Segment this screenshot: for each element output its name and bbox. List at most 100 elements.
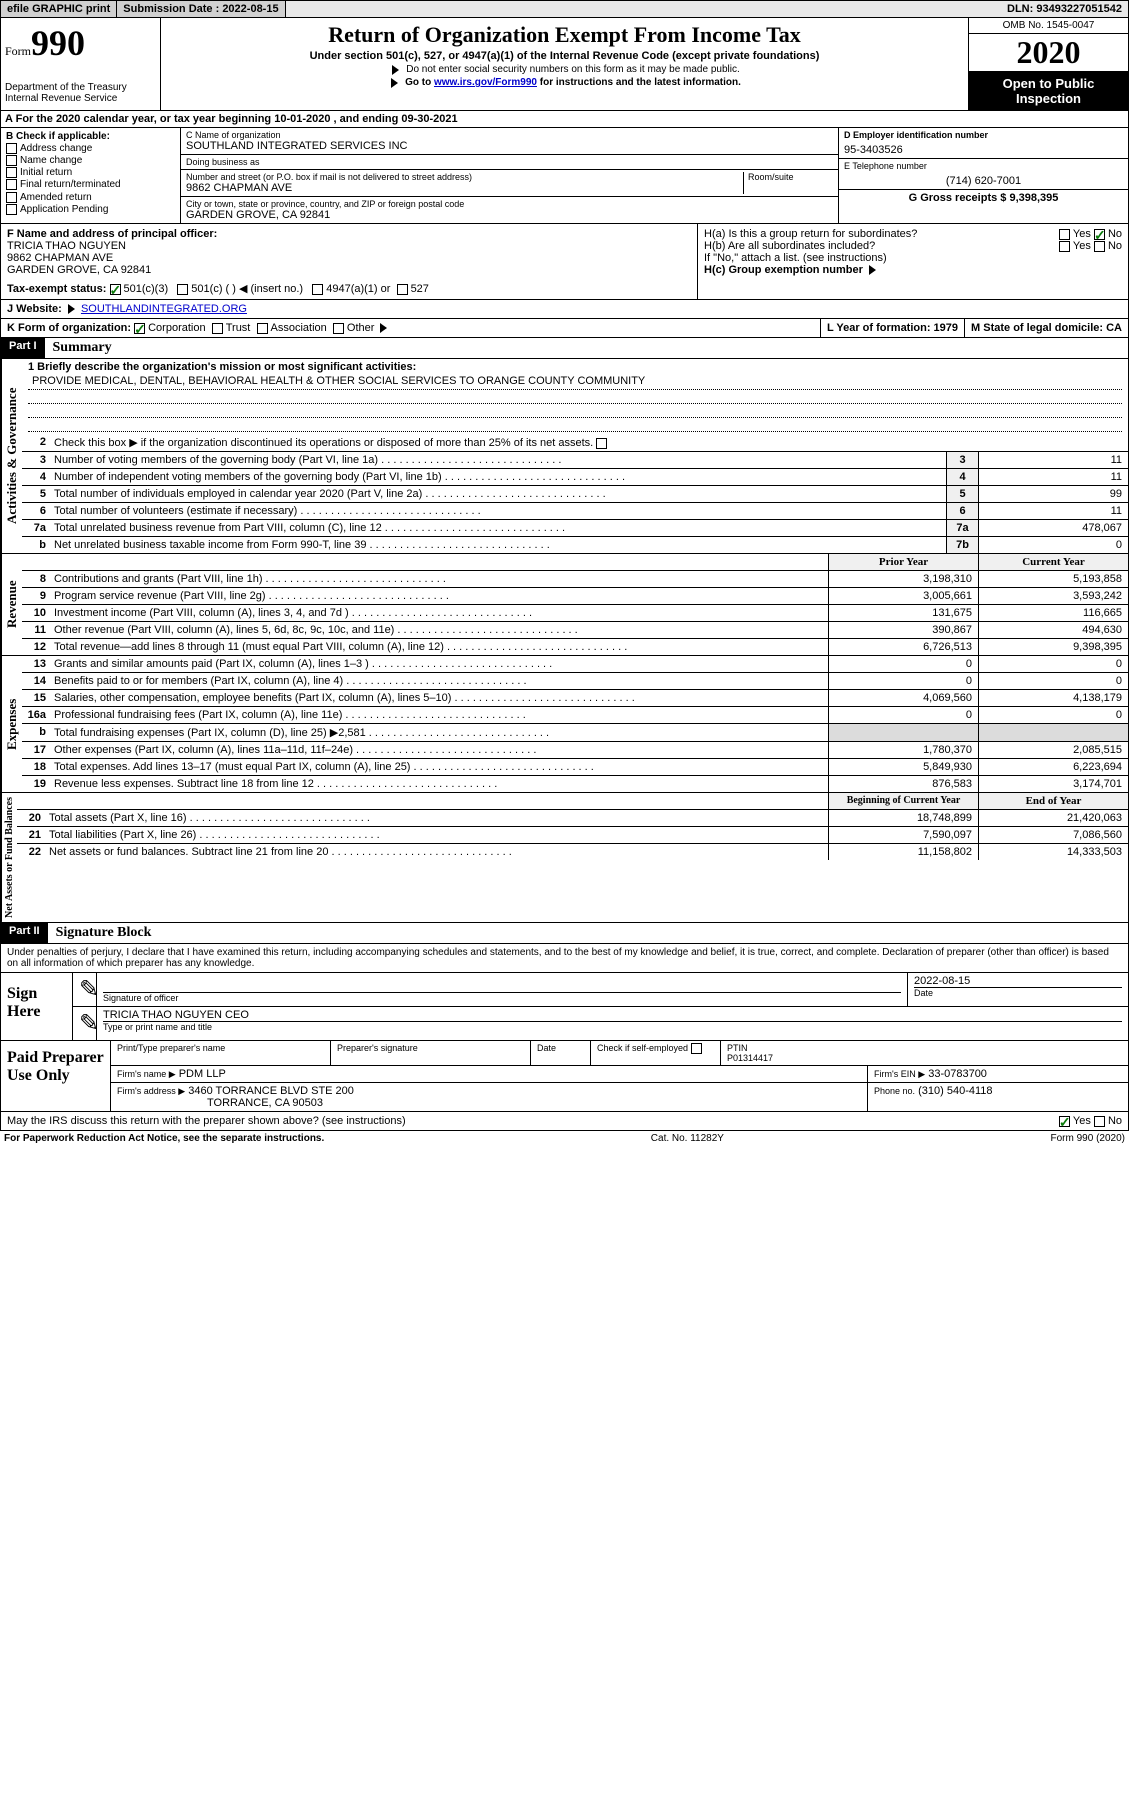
prior-value: 131,675 [828,605,978,621]
hb-yes-checkbox[interactable] [1059,241,1070,252]
line-desc: Benefits paid to or for members (Part IX… [50,673,828,689]
preparer-name-header: Print/Type preparer's name [111,1041,331,1065]
city-label: City or town, state or province, country… [186,199,464,209]
paid-preparer-block: Paid Preparer Use Only Print/Type prepar… [0,1041,1129,1112]
current-value: 4,138,179 [978,690,1128,706]
initial-return-checkbox[interactable] [6,167,17,178]
submission-date-label: Submission Date : 2022-08-15 [117,1,285,17]
firm-phone: (310) 540-4118 [918,1085,992,1097]
date-label: Date [914,987,1122,998]
prior-value [828,724,978,741]
dept-treasury: Department of the Treasury [5,82,156,93]
current-value: 9,398,395 [978,639,1128,655]
vlabel-activities: Activities & Governance [1,359,22,553]
prior-value: 3,005,661 [828,588,978,604]
self-employed-checkbox[interactable] [691,1043,702,1054]
form-version: Form 990 (2020) [1051,1133,1125,1144]
page-footer: For Paperwork Reduction Act Notice, see … [0,1131,1129,1146]
firm-ein: 33-0783700 [928,1068,987,1080]
line-desc: Other expenses (Part IX, column (A), lin… [50,742,828,758]
arrow-icon [869,265,876,275]
k-l-m-row: K Form of organization: Corporation Trus… [0,319,1129,338]
line-desc: Revenue less expenses. Subtract line 18 … [50,776,828,792]
cat-no: Cat. No. 11282Y [651,1133,724,1144]
hb-no-checkbox[interactable] [1094,241,1105,252]
efile-print-button[interactable]: efile GRAPHIC print [1,1,117,17]
current-value: 0 [978,673,1128,689]
current-value [978,724,1128,741]
prior-value: 0 [828,656,978,672]
self-employed-label: Check if self-employed [591,1041,721,1065]
line-desc: Net unrelated business taxable income fr… [50,537,946,553]
501c-checkbox[interactable] [177,284,188,295]
form-title: Return of Organization Exempt From Incom… [169,22,960,48]
4947-checkbox[interactable] [312,284,323,295]
current-value: 0 [978,707,1128,723]
other-checkbox[interactable] [333,323,344,334]
website-link[interactable]: SOUTHLANDINTEGRATED.ORG [81,303,247,315]
line-desc: Net assets or fund balances. Subtract li… [45,844,828,860]
arrow-icon [380,323,387,333]
prior-value: 7,590,097 [828,827,978,843]
line-desc: Total assets (Part X, line 16) [45,810,828,826]
527-checkbox[interactable] [397,284,408,295]
mission-text: PROVIDE MEDICAL, DENTAL, BEHAVIORAL HEAL… [28,373,1122,390]
street-label: Number and street (or P.O. box if mail i… [186,172,743,182]
corp-checkbox[interactable] [134,323,145,334]
org-name-label: C Name of organization [186,130,833,140]
hc-label: H(c) Group exemption number [704,264,863,276]
assoc-checkbox[interactable] [257,323,268,334]
discontinued-checkbox[interactable] [596,438,607,449]
firm-address1: 3460 TORRANCE BLVD STE 200 [188,1085,354,1097]
sign-here-label: Sign Here [1,973,73,1040]
part1-netassets: Net Assets or Fund Balances Beginning of… [0,793,1129,923]
state-domicile: M State of legal domicile: CA [965,319,1128,337]
current-value: 21,420,063 [978,810,1128,826]
section-f-h: F Name and address of principal officer:… [0,224,1129,300]
firm-address2: TORRANCE, CA 90503 [207,1097,861,1109]
preparer-date-header: Date [531,1041,591,1065]
current-value: 3,593,242 [978,588,1128,604]
discuss-yes-checkbox[interactable] [1059,1116,1070,1127]
street-address: 9862 CHAPMAN AVE [186,182,743,194]
501c3-checkbox[interactable] [110,284,121,295]
application-pending-checkbox[interactable] [6,204,17,215]
line-box: 6 [946,503,978,519]
ha-yes-checkbox[interactable] [1059,229,1070,240]
line-a: A For the 2020 calendar year, or tax yea… [1,111,462,127]
discuss-no-checkbox[interactable] [1094,1116,1105,1127]
prior-value: 1,780,370 [828,742,978,758]
hb-note: If "No," attach a list. (see instruction… [704,252,1122,264]
room-label: Room/suite [743,172,833,194]
end-year-header: End of Year [978,793,1128,809]
trust-checkbox[interactable] [212,323,223,334]
prior-value: 6,726,513 [828,639,978,655]
paid-preparer-label: Paid Preparer Use Only [1,1041,111,1111]
sign-here-block: Sign Here ✎ Signature of officer 2022-08… [0,973,1129,1041]
form-header: Form990 Department of the Treasury Inter… [0,18,1129,111]
ha-no-checkbox[interactable] [1094,229,1105,240]
line-desc: Number of independent voting members of … [50,469,946,485]
current-value: 14,333,503 [978,844,1128,860]
sig-officer-label: Signature of officer [103,993,901,1003]
officer-typed-name: TRICIA THAO NGUYEN CEO [103,1009,1122,1021]
line-desc: Program service revenue (Part VIII, line… [50,588,828,604]
prior-value: 390,867 [828,622,978,638]
name-change-checkbox[interactable] [6,155,17,166]
line1-label: 1 Briefly describe the organization's mi… [28,361,1122,373]
ptin-label: PTIN [727,1043,1122,1053]
final-return-checkbox[interactable] [6,179,17,190]
website-row: J Website: SOUTHLANDINTEGRATED.ORG [0,300,1129,319]
line-value: 11 [978,469,1128,485]
gross-receipts: G Gross receipts $ 9,398,395 [909,192,1059,204]
irs-link[interactable]: www.irs.gov/Form990 [434,77,537,88]
prior-year-header: Prior Year [828,554,978,570]
line-desc: Total liabilities (Part X, line 26) [45,827,828,843]
amended-return-checkbox[interactable] [6,192,17,203]
line-box: 7b [946,537,978,553]
prior-value: 5,849,930 [828,759,978,775]
address-change-checkbox[interactable] [6,143,17,154]
line-desc: Total unrelated business revenue from Pa… [50,520,946,536]
preparer-sig-header: Preparer's signature [331,1041,531,1065]
line-desc: Investment income (Part VIII, column (A)… [50,605,828,621]
